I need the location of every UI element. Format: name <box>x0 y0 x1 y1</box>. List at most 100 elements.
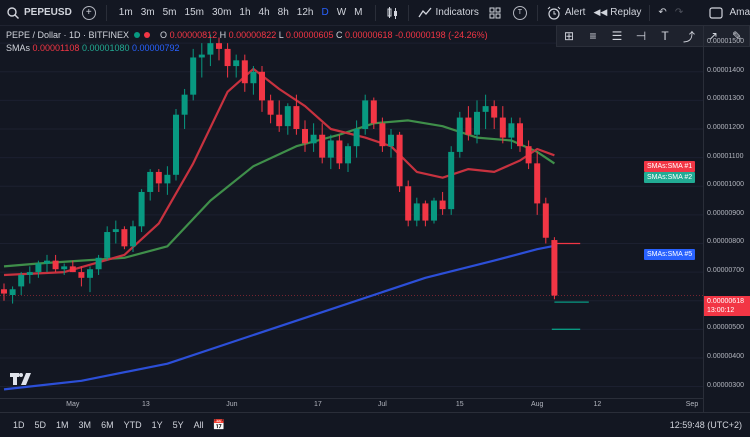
sma-legend[interactable]: SMAs 0.00001108 0.00001080 0.00000792 <box>6 43 488 53</box>
range-5d[interactable]: 5D <box>34 420 47 430</box>
candle-body <box>130 226 136 247</box>
candle-body <box>267 100 274 115</box>
candle-body <box>87 269 93 278</box>
pen-tool-icon[interactable]: ✎ <box>731 29 743 43</box>
drawing-toolbar: ⊞ ≡ ☰ ⊣ T ⤴ ↗ ✎ <box>556 25 750 47</box>
range-1m[interactable]: 1M <box>56 420 69 430</box>
candle-body <box>362 100 369 130</box>
candle-body <box>517 123 523 147</box>
compare-add-icon[interactable]: + <box>81 5 96 20</box>
candle-body <box>181 94 188 115</box>
range-1d[interactable]: 1D <box>13 420 25 430</box>
interval-15m[interactable]: 15m <box>184 7 204 18</box>
bar-style-button[interactable] <box>380 0 404 26</box>
path-tool-icon[interactable]: ↗ <box>707 29 719 43</box>
range-3m[interactable]: 3M <box>78 420 92 430</box>
ohlc-high-label: H <box>219 30 227 40</box>
ohlc-high-value: 0.00000822 <box>228 30 277 40</box>
interval-1h[interactable]: 1h <box>239 7 251 18</box>
time-axis-tick: 17 <box>313 401 322 408</box>
interval-8h[interactable]: 8h <box>277 7 289 18</box>
candle-body <box>439 200 446 210</box>
goto-date-icon[interactable]: 📅 <box>212 419 226 431</box>
search-icon <box>7 6 19 19</box>
sma5-line <box>3 244 555 391</box>
interval-w[interactable]: W <box>336 7 347 18</box>
price-axis[interactable]: 0.00001500 0.00001400 0.00001300 0.00001200… <box>703 26 750 415</box>
sma2-value: 0.00001080 <box>81 43 130 53</box>
candle-body <box>44 260 50 264</box>
candle-body <box>396 134 403 187</box>
candle-body <box>474 111 480 135</box>
indicators-button[interactable]: Indicators <box>413 0 483 26</box>
price-axis-tick: 0.00001400 <box>707 66 744 74</box>
interval-d[interactable]: D <box>321 7 329 18</box>
fib-retracement-icon[interactable]: ☰ <box>611 29 623 43</box>
candle-body <box>207 43 214 55</box>
sma2-tag: SMAs:SMA #2 <box>644 172 696 183</box>
candle-body <box>259 71 265 101</box>
candle-body <box>61 266 68 270</box>
candle-body <box>551 240 558 296</box>
interval-m[interactable]: M <box>354 7 363 18</box>
price-axis-tick: 0.00001100 <box>707 152 744 160</box>
interval-selector: 1m 3m 5m 15m 30m 1h 4h 8h 12h D W M <box>111 0 371 26</box>
replay-button[interactable]: ◀◀ Replay <box>589 0 645 26</box>
undo-button[interactable]: ↶ <box>654 0 670 26</box>
market-status-dot <box>134 32 141 38</box>
candle-body <box>542 203 549 238</box>
candle-body <box>276 114 283 127</box>
range-1y[interactable]: 1Y <box>151 420 163 430</box>
chart-legend: PEPE / Dollar · 1D · BITFINEX O 0.000008… <box>6 30 488 53</box>
text-tool-icon[interactable]: T <box>661 29 669 43</box>
fib-tool-icon[interactable]: ≡ <box>589 29 597 43</box>
text-template-icon[interactable]: T <box>512 5 527 20</box>
candle-body <box>284 106 291 127</box>
ohlc-close-value: 0.00000618 <box>345 30 393 40</box>
price-axis-tick: 0.00000300 <box>707 381 744 389</box>
sma1-value: 0.00001108 <box>32 43 80 53</box>
candle-body <box>26 272 33 275</box>
price-chart[interactable] <box>0 26 703 415</box>
alert-button[interactable]: Alert <box>542 0 590 26</box>
range-6m[interactable]: 6M <box>101 420 114 430</box>
last-price-value: 0.00000618 <box>707 298 744 305</box>
candle-body <box>9 289 16 295</box>
sma1-tag: SMAs:SMA #1 <box>644 161 696 172</box>
legend-title: PEPE / Dollar · 1D · BITFINEX <box>6 30 130 40</box>
candles-icon <box>387 6 397 19</box>
redo-button[interactable]: ↷ <box>671 0 687 26</box>
price-axis-tick: 0.00001300 <box>707 95 744 103</box>
ohlc-close-label: C <box>336 30 343 40</box>
range-5y[interactable]: 5Y <box>172 420 184 430</box>
range-all[interactable]: All <box>193 420 204 430</box>
toolbar-divider <box>374 4 376 21</box>
interval-5m[interactable]: 5m <box>162 7 177 18</box>
interval-30m[interactable]: 30m <box>211 7 232 18</box>
interval-1m[interactable]: 1m <box>118 7 133 18</box>
candle-body <box>173 114 179 175</box>
candle-body <box>525 146 532 164</box>
candle-body <box>293 106 300 130</box>
replay-label: Replay <box>610 7 642 18</box>
interval-3m[interactable]: 3m <box>140 7 155 18</box>
candle-body <box>388 134 394 147</box>
interval-4h[interactable]: 4h <box>258 7 270 18</box>
brush-tool-icon[interactable]: ⤴ <box>682 29 695 44</box>
pitchfork-icon[interactable]: ⊣ <box>635 29 647 43</box>
ohlc-open-label: O <box>160 30 168 40</box>
interval-12h[interactable]: 12h <box>296 7 314 18</box>
time-axis[interactable]: May13Jun17Jul15Aug12Sep16 <box>0 398 703 412</box>
candle-body <box>164 174 171 184</box>
clock-timezone[interactable]: 12:59:48 (UTC+2) <box>669 420 742 430</box>
candle-body <box>78 272 85 278</box>
time-axis-tick: Jul <box>377 401 387 408</box>
account-button[interactable]: Ama <box>704 0 750 26</box>
templates-button[interactable] <box>483 0 507 26</box>
range-ytd[interactable]: YTD <box>123 420 142 430</box>
toolbar-divider <box>407 4 409 21</box>
multi-chart-icon[interactable]: ⊞ <box>563 29 575 43</box>
range-selector: 1D 5D 1M 3M 6M YTD 1Y 5Y All <box>0 420 209 430</box>
symbol-search[interactable]: PEPEUSD <box>0 0 76 26</box>
top-toolbar: PEPEUSD + 1m 3m 5m 15m 30m 1h 4h 8h 12h D W M Indic… <box>0 0 750 26</box>
